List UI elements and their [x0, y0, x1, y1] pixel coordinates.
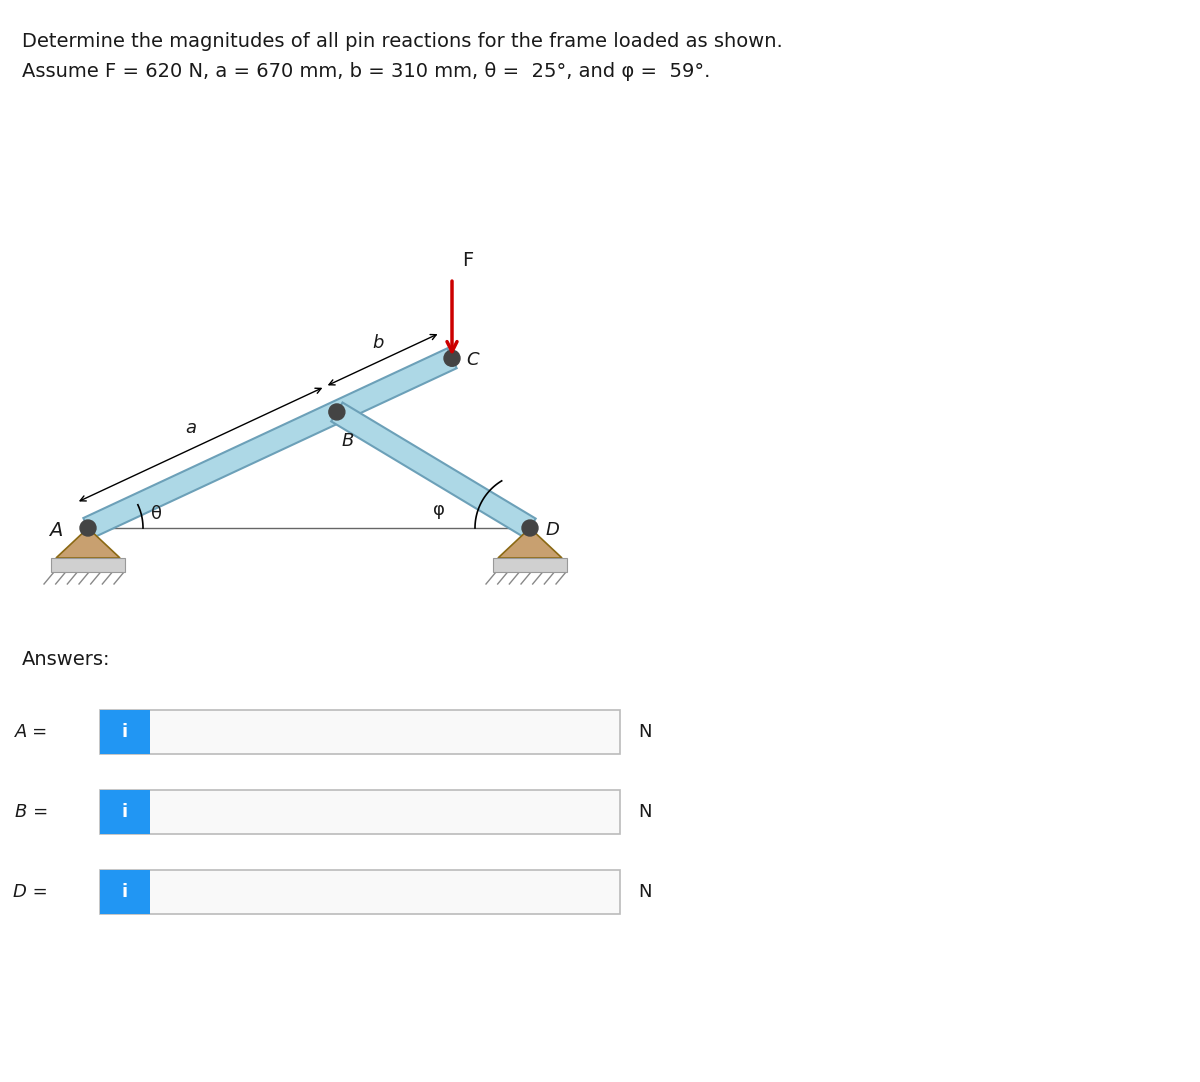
- Text: i: i: [122, 883, 128, 901]
- Text: A: A: [49, 520, 62, 540]
- Text: a: a: [185, 419, 196, 437]
- Text: θ: θ: [151, 505, 162, 523]
- Circle shape: [329, 404, 344, 420]
- Text: i: i: [122, 803, 128, 821]
- Circle shape: [80, 520, 96, 536]
- Text: F: F: [462, 251, 473, 270]
- Text: A =: A =: [14, 723, 48, 741]
- Text: Answers:: Answers:: [22, 650, 110, 669]
- Text: C: C: [466, 352, 479, 369]
- Text: B =: B =: [14, 803, 48, 821]
- Text: D: D: [546, 522, 560, 539]
- Text: D =: D =: [13, 883, 48, 901]
- Text: φ: φ: [433, 501, 445, 519]
- FancyBboxPatch shape: [100, 710, 620, 754]
- Text: N: N: [638, 803, 652, 821]
- Text: Assume F = 620 N, a = 670 mm, b = 310 mm, θ =  25°, and φ =  59°.: Assume F = 620 N, a = 670 mm, b = 310 mm…: [22, 62, 710, 81]
- Circle shape: [522, 520, 538, 536]
- Text: B: B: [342, 432, 354, 450]
- Polygon shape: [50, 558, 125, 572]
- FancyBboxPatch shape: [100, 870, 620, 914]
- Polygon shape: [493, 558, 568, 572]
- Text: i: i: [122, 723, 128, 741]
- FancyBboxPatch shape: [100, 710, 150, 754]
- Text: Determine the magnitudes of all pin reactions for the frame loaded as shown.: Determine the magnitudes of all pin reac…: [22, 32, 782, 51]
- Polygon shape: [56, 528, 120, 558]
- Circle shape: [444, 351, 460, 367]
- FancyBboxPatch shape: [100, 790, 150, 834]
- Text: b: b: [372, 333, 383, 352]
- Polygon shape: [498, 528, 562, 558]
- FancyBboxPatch shape: [100, 870, 150, 914]
- Text: N: N: [638, 883, 652, 901]
- Text: N: N: [638, 723, 652, 741]
- Polygon shape: [83, 348, 457, 538]
- Polygon shape: [331, 403, 535, 538]
- FancyBboxPatch shape: [100, 790, 620, 834]
